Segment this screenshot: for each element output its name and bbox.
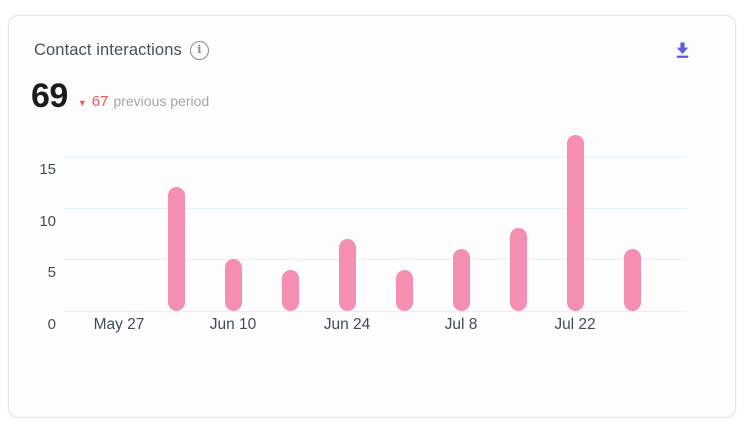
- y-axis-label: 10: [39, 212, 56, 230]
- bar[interactable]: [338, 238, 356, 311]
- bar[interactable]: [167, 187, 185, 311]
- title-wrap: Contact interactions i: [34, 40, 209, 60]
- previous-period-label: previous period: [113, 93, 210, 109]
- bar-chart: 0 5 10 15 May 27 Jun 10 Jun 24 Jul 8 Jul 22: [9, 135, 737, 371]
- total-value: 69: [31, 77, 68, 115]
- download-button[interactable]: [673, 40, 692, 60]
- gridline: [63, 207, 687, 209]
- bar[interactable]: [509, 228, 527, 311]
- gridline: [63, 311, 687, 312]
- previous-period-value: 67: [91, 93, 109, 110]
- gridline: [63, 259, 687, 261]
- trend-down-icon: ▼: [77, 98, 87, 108]
- info-icon[interactable]: i: [189, 40, 209, 60]
- card-title: Contact interactions: [34, 40, 182, 59]
- y-axis-label: 15: [39, 161, 56, 178]
- contact-interactions-card: Contact interactions i 69 ▼ 67 previous …: [8, 15, 736, 418]
- trend-comparison: ▼ 67 previous period: [78, 93, 209, 112]
- bar[interactable]: [224, 259, 242, 311]
- card-header: Contact interactions i: [34, 40, 692, 60]
- bar[interactable]: [623, 249, 641, 311]
- x-axis-label: May 27: [93, 316, 145, 333]
- x-axis-label: Jun 24: [323, 316, 371, 333]
- x-axis-label: Jul 8: [444, 316, 478, 333]
- bar[interactable]: [395, 269, 413, 311]
- download-icon: [676, 42, 689, 58]
- gridline: [63, 156, 687, 157]
- info-icon-glyph: i: [197, 41, 202, 56]
- x-axis-label: Jun 10: [209, 316, 257, 333]
- y-axis-label: 0: [47, 316, 56, 333]
- bar[interactable]: [566, 135, 584, 311]
- x-axis-label: Jul 22: [554, 316, 596, 333]
- y-axis-label: 5: [47, 264, 56, 282]
- bar[interactable]: [452, 249, 470, 311]
- stat-row: 69 ▼ 67 previous period: [31, 77, 209, 115]
- bar[interactable]: [281, 269, 299, 311]
